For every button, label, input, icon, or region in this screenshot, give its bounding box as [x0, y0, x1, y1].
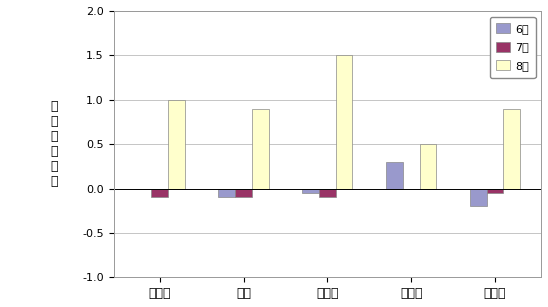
Bar — [504, 109, 520, 188]
Bar — [168, 100, 185, 188]
Bar — [319, 188, 336, 197]
Bar — [151, 188, 168, 197]
Bar — [386, 162, 403, 188]
Bar — [302, 188, 319, 193]
Legend: 6月, 7月, 8月: 6月, 7月, 8月 — [489, 17, 535, 78]
Bar — [420, 144, 436, 188]
Bar — [487, 188, 504, 193]
Bar — [219, 188, 235, 197]
Bar — [252, 109, 269, 188]
Bar — [336, 55, 352, 188]
Bar — [470, 188, 487, 206]
Y-axis label: 対
前
月
上
昇
率: 対 前 月 上 昇 率 — [51, 100, 58, 188]
Bar — [235, 188, 252, 197]
